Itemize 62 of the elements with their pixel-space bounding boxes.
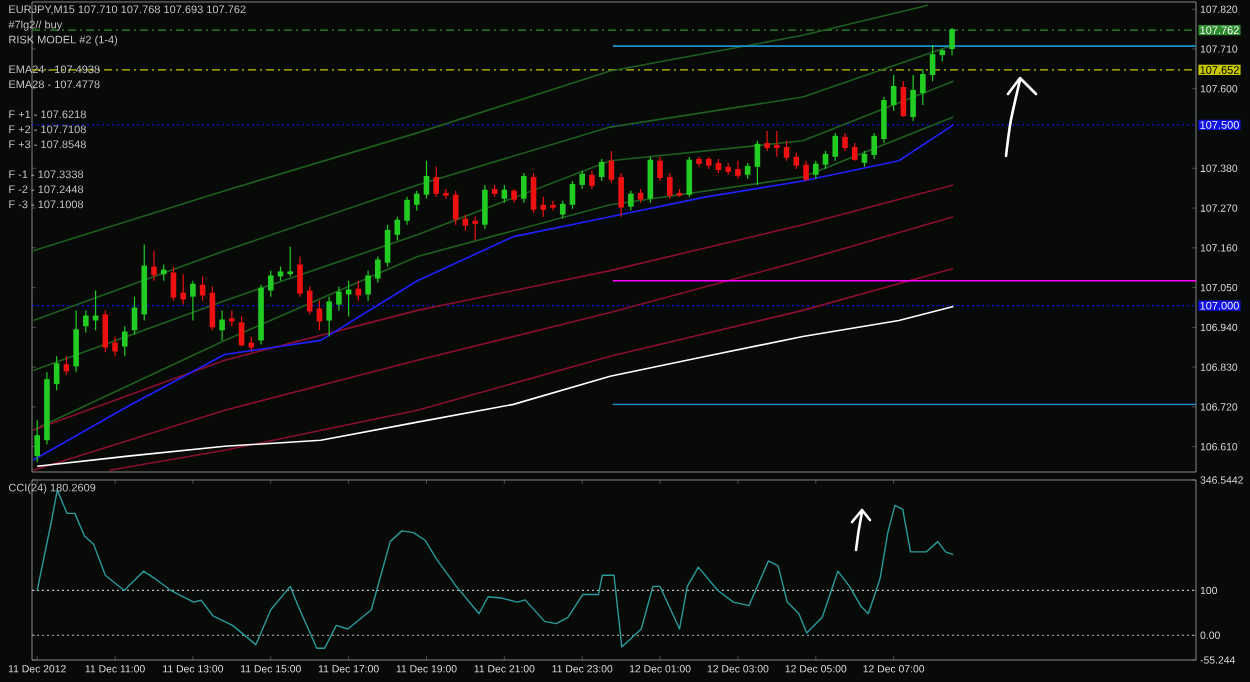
candlestick <box>316 300 323 331</box>
candlestick <box>219 309 225 341</box>
candlestick <box>910 74 916 122</box>
candlestick <box>618 172 624 218</box>
candlestick <box>180 273 186 306</box>
candlestick <box>472 216 478 242</box>
line-series <box>36 305 955 468</box>
candlestick <box>53 355 60 391</box>
candlestick <box>540 196 547 218</box>
candlestick <box>929 44 936 82</box>
candlestick <box>812 160 819 180</box>
candlestick <box>774 130 780 158</box>
candlestick <box>871 132 877 160</box>
candlestick <box>530 172 537 214</box>
candlestick <box>822 150 829 170</box>
candlestick <box>413 190 420 212</box>
line-series <box>108 267 955 471</box>
candlestick <box>306 285 313 315</box>
candlestick <box>920 68 926 106</box>
candlestick <box>783 140 790 162</box>
candlestick <box>881 96 887 144</box>
candlestick <box>121 325 128 357</box>
candlestick <box>151 250 157 282</box>
candlestick <box>735 160 741 180</box>
candlestick <box>83 309 89 334</box>
candlestick <box>326 296 332 338</box>
candlestick <box>365 270 371 302</box>
candlestick <box>521 172 527 204</box>
candlestick <box>589 170 595 190</box>
candlestick <box>803 160 809 182</box>
candlestick <box>375 255 381 284</box>
candlestick <box>384 224 391 268</box>
line-series <box>32 215 955 471</box>
candlestick <box>404 196 410 226</box>
candlestick <box>686 156 693 198</box>
line-series <box>32 184 955 431</box>
candlestick <box>73 309 79 373</box>
candlestick <box>394 216 401 242</box>
candlestick <box>550 200 556 212</box>
candlestick <box>949 27 955 56</box>
candlestick <box>112 335 118 357</box>
candlestick <box>190 280 196 322</box>
candlestick <box>34 419 40 463</box>
candlestick <box>842 132 848 152</box>
candlestick <box>628 190 634 212</box>
candlestick <box>170 266 177 302</box>
candlestick <box>569 180 576 210</box>
candlestick <box>102 309 109 353</box>
candlestick <box>452 190 459 226</box>
candlestick <box>443 188 449 200</box>
candlestick <box>579 170 586 190</box>
candlestick <box>267 270 274 298</box>
candlestick <box>336 285 342 311</box>
candlestick <box>423 160 430 200</box>
candlestick <box>287 246 294 277</box>
candlestick <box>667 172 673 200</box>
candlestick <box>832 132 839 162</box>
candlestick <box>297 255 303 298</box>
candlestick <box>657 156 663 182</box>
candlestick <box>482 184 488 230</box>
candlestick <box>764 130 770 152</box>
candlestick <box>433 166 440 198</box>
